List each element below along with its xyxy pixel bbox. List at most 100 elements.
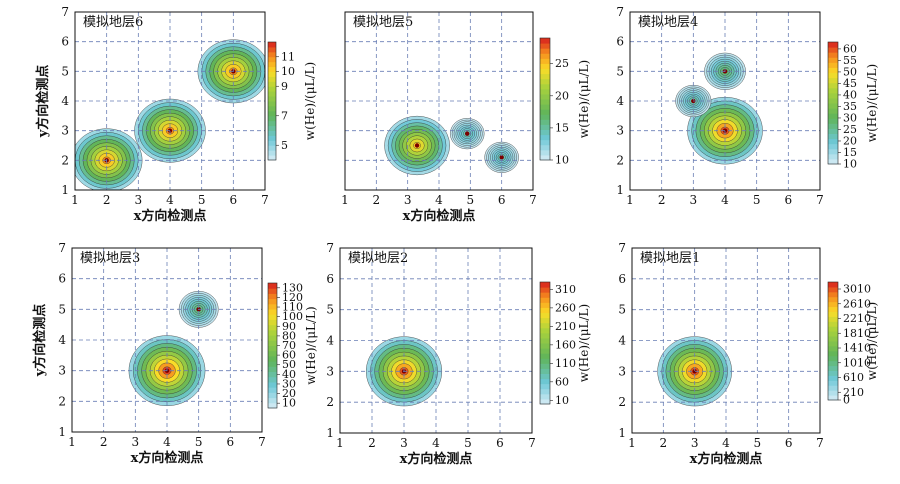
- x-tick-label: 1: [626, 193, 634, 207]
- colorbar-tick-label: 20: [282, 387, 296, 400]
- y-tick-label: 3: [58, 364, 66, 378]
- x-axis-label: x方向检测点: [690, 451, 763, 467]
- colorbar-segment: [828, 133, 838, 140]
- y-tick-label: 2: [61, 153, 69, 167]
- colorbar-segment: [828, 128, 838, 134]
- y-tick-label: 7: [58, 241, 66, 255]
- colorbar-segment: [268, 397, 277, 404]
- colorbar-segment: [828, 350, 838, 357]
- x-tick-label: 2: [100, 435, 108, 449]
- x-tick-label: 3: [400, 436, 408, 450]
- colorbar-tick-label: 5: [281, 139, 288, 152]
- colorbar-segment: [540, 388, 550, 395]
- colorbar-tick-label: 2610: [843, 297, 871, 310]
- colorbar-segment: [828, 87, 838, 94]
- colorbar-segment: [268, 303, 277, 310]
- panel-title: 模拟地层3: [80, 251, 140, 266]
- colorbar-segment: [268, 345, 277, 352]
- colorbar-segment: [828, 365, 838, 371]
- colorbar-segment: [268, 86, 276, 92]
- panel-title: 模拟地层4: [638, 15, 698, 30]
- colorbar-segment: [540, 63, 550, 69]
- colorbar-segment: [540, 38, 550, 44]
- colorbar-tick-label: 210: [555, 320, 576, 333]
- y-tick-label: 6: [61, 35, 69, 49]
- y-tick-label: 3: [616, 124, 624, 138]
- x-tick-label: 4: [163, 435, 171, 449]
- colorbar-segment: [828, 72, 838, 79]
- colorbar-tick-label: 1010: [843, 356, 871, 369]
- y-tick-label: 2: [616, 153, 624, 167]
- x-tick-label: 4: [721, 193, 729, 207]
- colorbar-segment: [540, 104, 550, 110]
- colorbar-tick-label: 60: [555, 375, 569, 388]
- colorbar-segment: [540, 129, 550, 136]
- colorbar-tick-label: 3010: [843, 283, 871, 296]
- x-tick-label: 6: [230, 193, 238, 207]
- colorbar-tick-label: 160: [555, 338, 576, 351]
- colorbar-tick-label: 25: [843, 123, 857, 136]
- y-tick-label: 1: [58, 425, 66, 439]
- panel-title: 模拟地层5: [353, 15, 413, 30]
- colorbar-segment: [828, 148, 838, 155]
- colorbar-segment: [540, 68, 550, 75]
- colorbar-segment: [540, 134, 550, 141]
- colorbar-segment: [268, 96, 276, 102]
- colorbar-segment: [828, 355, 838, 362]
- colorbar-segment: [828, 138, 838, 145]
- colorbar-tick-label: 100: [282, 310, 303, 323]
- hotspot-point: [414, 143, 420, 148]
- x-tick-label: 2: [658, 193, 666, 207]
- colorbar-segment: [540, 114, 550, 120]
- colorbar-tick-label: 10: [555, 394, 569, 407]
- hotspot-point: [499, 155, 504, 160]
- colorbar-tick-label: 130: [282, 281, 303, 294]
- colorbar-tick-label: 50: [282, 358, 296, 371]
- colorbar-segment: [268, 42, 276, 48]
- colorbar-segment: [828, 97, 838, 104]
- colorbar-segment: [540, 48, 550, 54]
- colorbar-tick-label: 7: [281, 109, 288, 122]
- colorbar-segment: [540, 149, 550, 156]
- colorbar-segment: [540, 109, 550, 115]
- x-axis-label: x方向检测点: [134, 208, 207, 224]
- y-axis-label: y方向检测点: [32, 304, 48, 378]
- colorbar-segment: [540, 282, 550, 288]
- colorbar-segment: [540, 154, 550, 161]
- y-tick-label: 3: [326, 364, 334, 378]
- colorbar-segment: [268, 115, 276, 122]
- colorbar-segment: [540, 322, 550, 329]
- x-tick-label: 4: [166, 193, 174, 207]
- colorbar-segment: [540, 99, 550, 105]
- colorbar-tick-label: 110: [282, 301, 303, 314]
- colorbar-segment: [268, 371, 277, 378]
- x-tick-label: 6: [496, 436, 504, 450]
- colorbar-segment: [828, 286, 838, 293]
- colorbar-segment: [828, 326, 838, 332]
- panel-title: 模拟地层2: [348, 251, 408, 266]
- colorbar-tick-label: 25: [555, 57, 569, 70]
- colorbar-segment: [268, 381, 277, 388]
- colorbar-segment: [828, 341, 838, 347]
- x-tick-label: 2: [660, 436, 668, 450]
- colorbar-segment: [268, 155, 276, 161]
- colorbar-segment: [540, 327, 550, 334]
- x-tick-label: 7: [529, 193, 537, 207]
- colorbar-segment: [268, 101, 276, 107]
- colorbar-segment: [540, 53, 550, 59]
- colorbar-segment: [540, 287, 550, 293]
- colorbar-segment: [268, 91, 276, 97]
- colorbar-frame: [827, 41, 839, 165]
- colorbar-segment: [540, 348, 550, 354]
- colorbar-tick-label: 20: [843, 134, 857, 147]
- x-tick-label: 7: [528, 436, 536, 450]
- colorbar-segment: [540, 393, 550, 400]
- colorbar-tick-label: 40: [843, 88, 857, 101]
- colorbar-tick-label: 210: [843, 386, 864, 399]
- x-tick-label: 2: [373, 193, 381, 207]
- colorbar-segment: [828, 153, 838, 160]
- colorbar-tick-label: 90: [282, 320, 296, 333]
- colorbar-tick-label: 310: [555, 283, 576, 296]
- colorbar-segment: [540, 343, 550, 349]
